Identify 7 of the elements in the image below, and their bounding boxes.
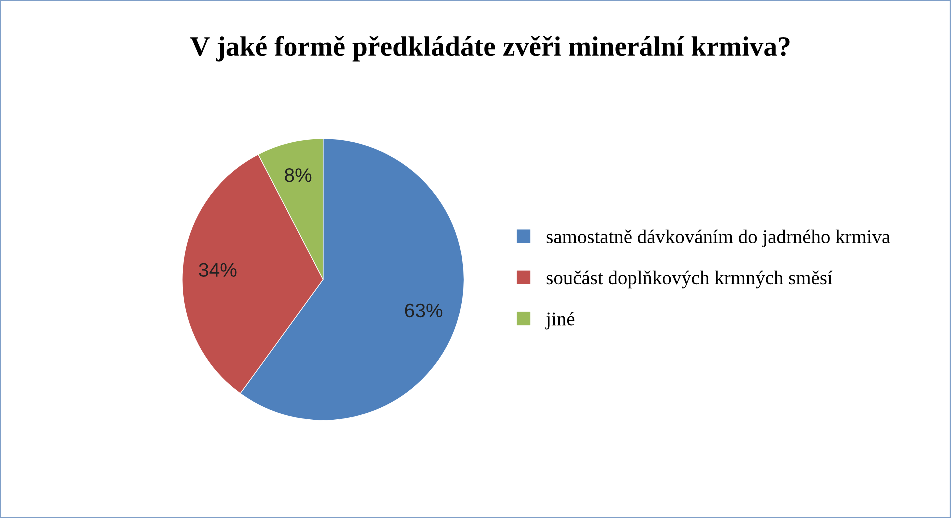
data-label: 8% [285, 168, 312, 182]
legend-label: součást doplňkových krmných směsí [546, 270, 833, 289]
data-label: 34% [199, 263, 237, 278]
data-label: 63% [405, 304, 443, 318]
legend-label: samostatně dávkováním do jadrného krmiva [546, 230, 890, 248]
chart-title: V jaké formě předkládáte zvěři minerální krmiva? [190, 36, 790, 62]
legend-label: jiné [546, 312, 575, 330]
